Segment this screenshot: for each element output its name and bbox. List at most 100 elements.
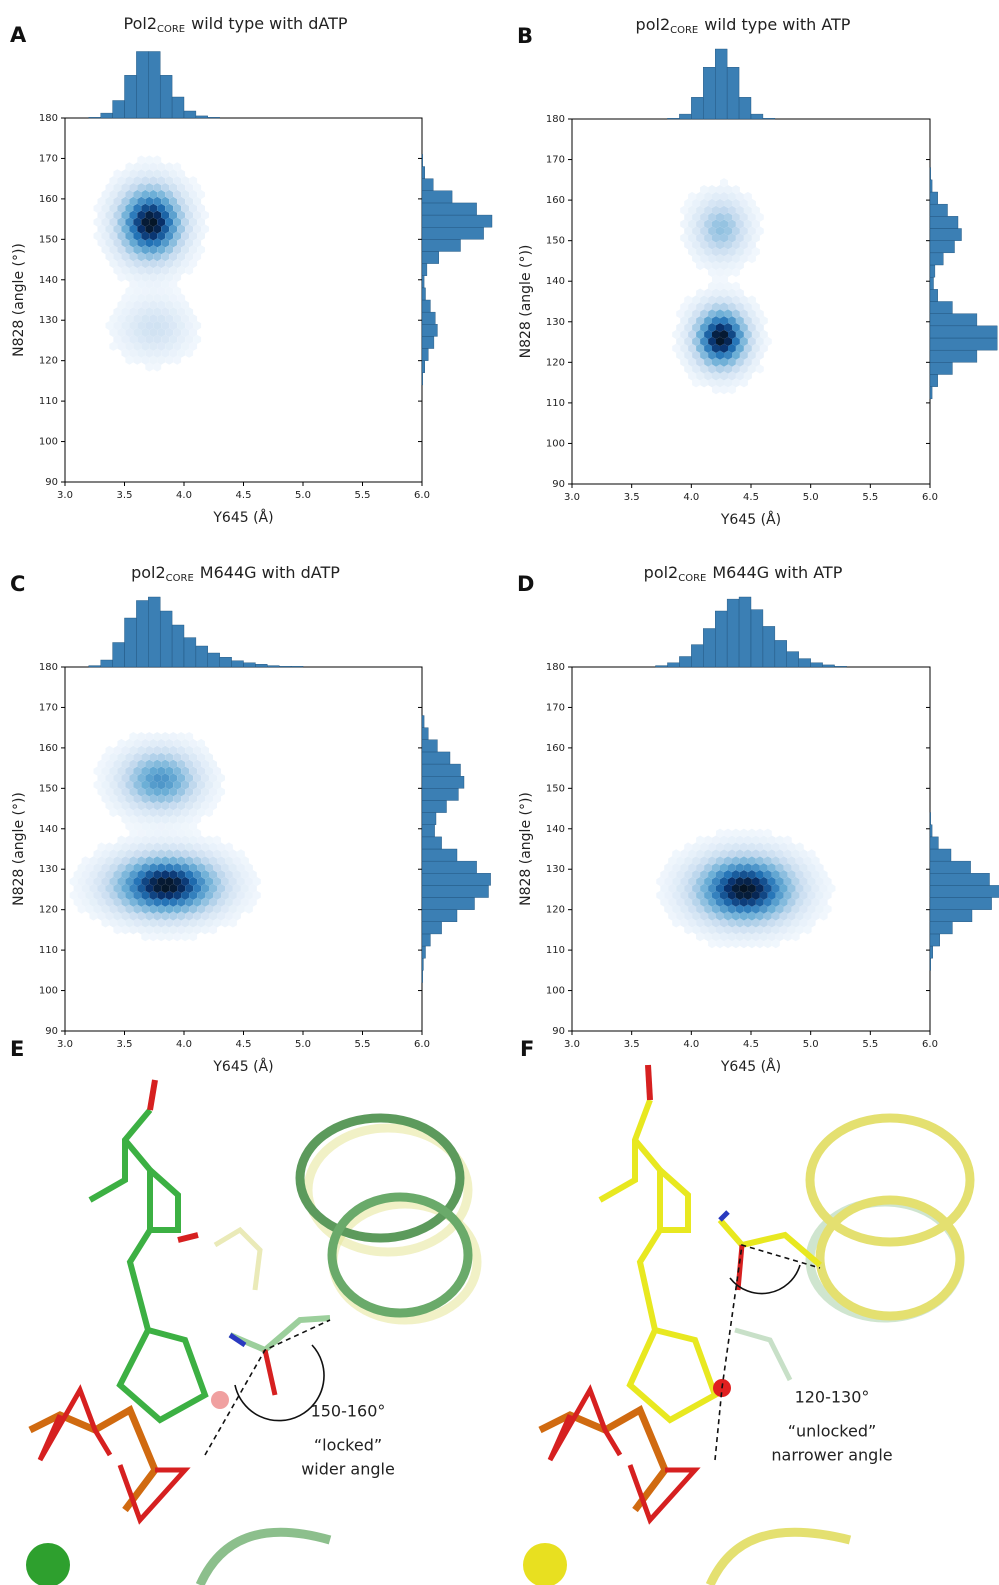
y-tick-label: 140: [39, 275, 58, 286]
x-histogram-bar: [195, 645, 208, 668]
hexbin-cell: [137, 238, 146, 248]
hexbin-cell: [704, 835, 712, 845]
hexbin-cell: [700, 212, 709, 222]
hexbin-cell: [720, 890, 728, 900]
hexbin-cell: [189, 738, 198, 749]
hexbin-cell: [205, 752, 213, 762]
hexbin-cell: [149, 286, 158, 296]
hexbin-cell: [193, 897, 202, 907]
hexbin-cell: [189, 876, 198, 887]
hexbin-cell: [700, 309, 709, 319]
hexbin-cell: [747, 323, 756, 333]
hexbin-cell: [205, 849, 213, 859]
hexbin-cell: [724, 281, 732, 291]
hexbin-cell: [133, 863, 142, 873]
x-histogram-bar: [822, 664, 835, 668]
hexbin-cell: [141, 217, 150, 227]
hexbin-cell: [181, 231, 190, 241]
hexbin-cell: [169, 238, 178, 248]
hexbin-cell: [763, 925, 772, 935]
hexbin-cell: [113, 224, 122, 234]
hexbin-cell: [157, 189, 166, 200]
hexbin-cell: [121, 293, 130, 303]
hexbin-cell: [117, 890, 126, 900]
hexbin-cell: [743, 932, 752, 942]
hexbin-cell: [173, 176, 182, 186]
hexbin-cell: [81, 897, 90, 907]
hexbin-cell: [101, 217, 110, 227]
hexbin-cell: [101, 794, 110, 804]
hexbin-cell: [117, 752, 126, 762]
hexbin-cell: [763, 856, 772, 866]
hexbin-cell: [213, 876, 221, 887]
hexbin-cell: [811, 856, 820, 866]
hexbin-cell: [141, 258, 150, 269]
hexbin-cell: [169, 334, 178, 344]
hexbin-cell: [141, 752, 150, 762]
hexbin-cell: [177, 265, 186, 275]
hexbin-cell: [751, 247, 760, 257]
hexbin-cell: [189, 231, 198, 241]
hexbin-cell: [133, 835, 142, 845]
hexbin-cell: [193, 196, 202, 206]
hexbin-cell: [751, 329, 760, 340]
hexbin-cell: [133, 821, 142, 831]
hexbin-cell: [153, 842, 162, 852]
hexbin-cell: [177, 828, 186, 838]
x-histogram-bar: [290, 666, 304, 668]
hexbin-cell: [161, 169, 170, 179]
hexbin-cell: [165, 918, 174, 928]
hexbin-cell: [125, 807, 134, 818]
x-histogram-bar: [750, 113, 764, 120]
hexbin-cell: [716, 198, 724, 208]
hexbin-cell: [125, 300, 134, 310]
y-histogram-bar: [421, 154, 423, 167]
hexbin-cell: [157, 794, 166, 804]
hexbin-cell: [133, 890, 142, 900]
y-histogram-bar: [421, 933, 431, 947]
hexbin-cell: [165, 286, 174, 296]
hexbin-cell: [153, 321, 162, 331]
hexbin-cell: [81, 870, 90, 880]
hexbin-cell: [165, 876, 174, 887]
hexbin-cell: [795, 911, 804, 921]
y-histogram-bar: [929, 812, 931, 825]
hexbin-cell: [759, 918, 768, 928]
x-histogram-bar: [219, 657, 232, 668]
hexbin-cell: [193, 334, 202, 344]
hexbin-cell: [153, 814, 162, 824]
hexbin-cell: [117, 876, 126, 887]
hexbin-cell: [688, 219, 697, 229]
hexbin-cell: [779, 883, 788, 893]
x-axis-label: Y645 (Å): [212, 509, 273, 526]
hexbin-cell: [732, 856, 740, 866]
hexbin-cell: [751, 918, 760, 928]
hexbin-cell: [97, 224, 106, 234]
hexbin-cell: [129, 169, 138, 179]
hexbin-cell: [185, 801, 194, 811]
hexbin-cell: [700, 856, 709, 866]
hexbin-cell: [137, 224, 146, 234]
title-main: pol2: [636, 15, 671, 34]
hexbin-cell: [137, 307, 146, 317]
hexbin-cell: [759, 849, 768, 859]
hexbin-cell: [799, 918, 808, 928]
hexbin-cell: [145, 334, 154, 344]
hexbin-cell: [129, 293, 138, 303]
hexbin-cell: [700, 254, 709, 264]
hexbin-cell: [145, 911, 154, 921]
hexbin-cell: [165, 863, 174, 873]
hexbin-cell: [708, 378, 716, 388]
hexbin-cell: [803, 856, 812, 866]
hexbin-cell: [692, 309, 701, 319]
hexbin-cell: [193, 745, 202, 755]
hexbin-cell: [133, 327, 142, 338]
hexbin-cell: [787, 870, 796, 880]
hexbin-cell: [708, 883, 716, 893]
hexbin-cell: [113, 210, 122, 220]
hexbin-cell: [117, 176, 126, 186]
hexbin-cell: [189, 245, 198, 255]
hexbin-cell: [173, 217, 182, 227]
hexbin-cell: [129, 911, 138, 921]
hexbin-cell: [811, 897, 820, 907]
